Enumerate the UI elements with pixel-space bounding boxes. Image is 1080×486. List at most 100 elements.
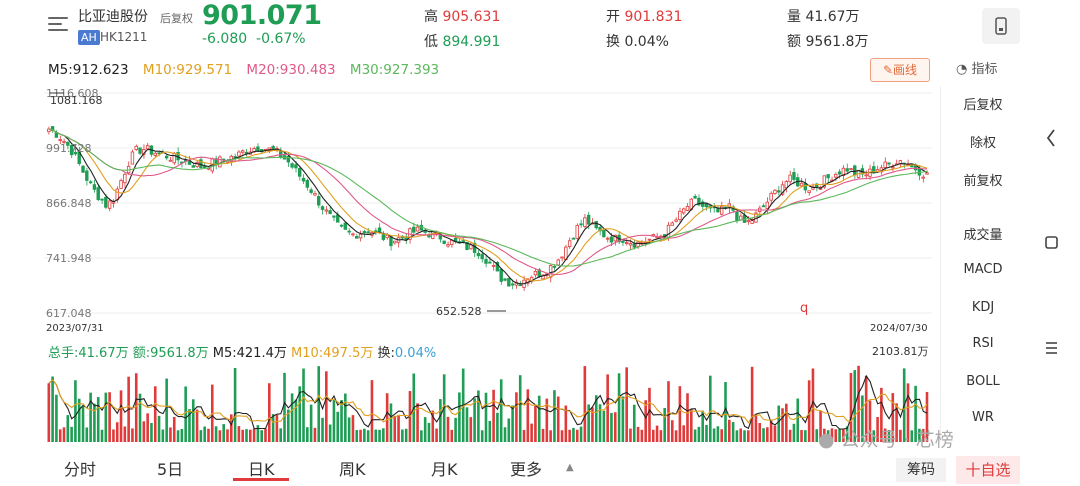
- sidebar-item-boll[interactable]: BOLL: [966, 374, 1000, 389]
- volume-bar: [195, 409, 199, 442]
- volume-bar: [363, 428, 366, 442]
- volume-bar: [420, 430, 423, 442]
- candle-body: [910, 165, 914, 168]
- volume-bar: [199, 430, 203, 442]
- volume-bar: [621, 396, 625, 442]
- candle-body: [647, 238, 652, 241]
- volume-bar: [830, 428, 834, 442]
- turnover-label: 换:: [377, 346, 395, 361]
- volume-bar: [785, 403, 788, 442]
- volume-bar: [872, 430, 876, 442]
- quote-value: 894.991: [442, 34, 501, 50]
- tab-5day[interactable]: 5日: [157, 460, 184, 479]
- last-price: 901.071: [202, 0, 322, 31]
- candle-body: [575, 225, 579, 239]
- candle-body: [172, 153, 176, 164]
- sidebar-item-ex-rights[interactable]: 除权: [969, 136, 996, 151]
- kline-chart[interactable]: 1116.608 991.728 866.848 741.948 617.048 108…: [44, 87, 932, 335]
- volume-bar: [499, 379, 503, 442]
- volume-bar: [663, 407, 666, 442]
- candle-body: [69, 144, 74, 156]
- volume-bar: [883, 428, 887, 442]
- volume-chart[interactable]: [44, 360, 932, 442]
- volume-bar: [705, 424, 708, 442]
- volume-bar: [93, 403, 96, 442]
- sidebar-item-forward-adjusted[interactable]: 前复权: [963, 174, 1003, 189]
- tab-daily-k[interactable]: 日K: [248, 460, 275, 479]
- volume-bar: [545, 398, 549, 442]
- candle-body: [385, 234, 389, 239]
- add-favorite-button[interactable]: 十自选: [956, 456, 1020, 484]
- tab-intraday[interactable]: 分时: [64, 460, 97, 479]
- candle-body: [807, 190, 811, 193]
- volume-bar: [750, 366, 754, 442]
- volume-bar: [842, 428, 845, 442]
- sidebar-item-wr[interactable]: WR: [972, 410, 994, 425]
- candle-body: [739, 215, 743, 221]
- sidebar-item-rsi[interactable]: RSI: [972, 336, 994, 351]
- volume-bar: [385, 393, 389, 442]
- volume-bar: [914, 385, 917, 442]
- sidebar-item-macd[interactable]: MACD: [963, 262, 1003, 277]
- volume-bar: [100, 429, 104, 442]
- volume-bar: [317, 366, 321, 442]
- change-value: -6.080: [202, 31, 248, 47]
- adjust-mode-label[interactable]: 后复权: [160, 12, 193, 25]
- sidebar-item-kdj[interactable]: KDJ: [971, 300, 995, 315]
- y-tick-label: 741.948: [46, 252, 92, 265]
- volume-bar: [678, 386, 682, 442]
- wechat-icon: ●: [818, 429, 835, 451]
- candle-body: [286, 155, 291, 163]
- candle-body: [202, 166, 207, 168]
- candle-body: [145, 145, 150, 150]
- volume-bar: [123, 426, 127, 442]
- volume-bar: [180, 428, 184, 442]
- tab-more[interactable]: 更多: [510, 460, 543, 479]
- turnover-value: 0.04%: [394, 346, 437, 361]
- quote-label: 高: [424, 9, 438, 25]
- volume-bar: [553, 390, 556, 442]
- quote-amount: 额 9561.8万: [787, 31, 868, 51]
- price-change: -6.080 -0.67%: [202, 31, 306, 47]
- candle-body: [507, 278, 511, 287]
- change-pct: -0.67%: [256, 31, 306, 47]
- tab-monthly-k[interactable]: 月K: [431, 460, 458, 479]
- volume-bar: [256, 425, 260, 442]
- volume-bar: [427, 422, 431, 442]
- volume-bar: [925, 391, 929, 442]
- volume-bar: [165, 378, 168, 442]
- volume-bar: [526, 389, 530, 442]
- volume-bar: [549, 430, 552, 442]
- candle-body: [191, 165, 195, 168]
- candle-body: [465, 241, 469, 251]
- volume-bar: [359, 429, 362, 442]
- quote-label: 额: [787, 34, 801, 50]
- volume-bar: [496, 412, 499, 442]
- volume-bar: [439, 399, 442, 442]
- volume-bar: [891, 393, 895, 442]
- candle-body: [529, 276, 534, 282]
- volume-bar: [743, 430, 746, 442]
- draw-line-button[interactable]: ✎画线: [870, 58, 930, 82]
- candle-body: [503, 278, 507, 281]
- volume-bar: [378, 429, 381, 442]
- volume-bar: [910, 430, 914, 442]
- tab-weekly-k[interactable]: 周K: [339, 460, 366, 479]
- candle-body: [716, 208, 720, 213]
- y-axis-labels: 1116.608 991.728 866.848 741.948 617.048: [46, 87, 99, 320]
- sidebar-item-back-adjusted[interactable]: 后复权: [963, 98, 1003, 113]
- menu-icon[interactable]: [48, 14, 70, 34]
- chips-button[interactable]: 筹码: [896, 458, 946, 482]
- volume-bar: [800, 430, 803, 442]
- volume-bar: [693, 429, 697, 442]
- indicator-button[interactable]: ◔ 指标: [956, 58, 998, 77]
- device-button[interactable]: [982, 8, 1020, 44]
- candle-body: [837, 171, 842, 175]
- volume-bar: [431, 410, 435, 442]
- candle-body: [495, 262, 500, 272]
- sidebar-item-volume[interactable]: 成交量: [963, 228, 1003, 243]
- ma20-line: [48, 128, 928, 276]
- caret-up-icon[interactable]: ▲: [566, 462, 574, 473]
- volume-total: 总手:41.67万: [48, 346, 129, 361]
- volume-bar: [260, 430, 263, 442]
